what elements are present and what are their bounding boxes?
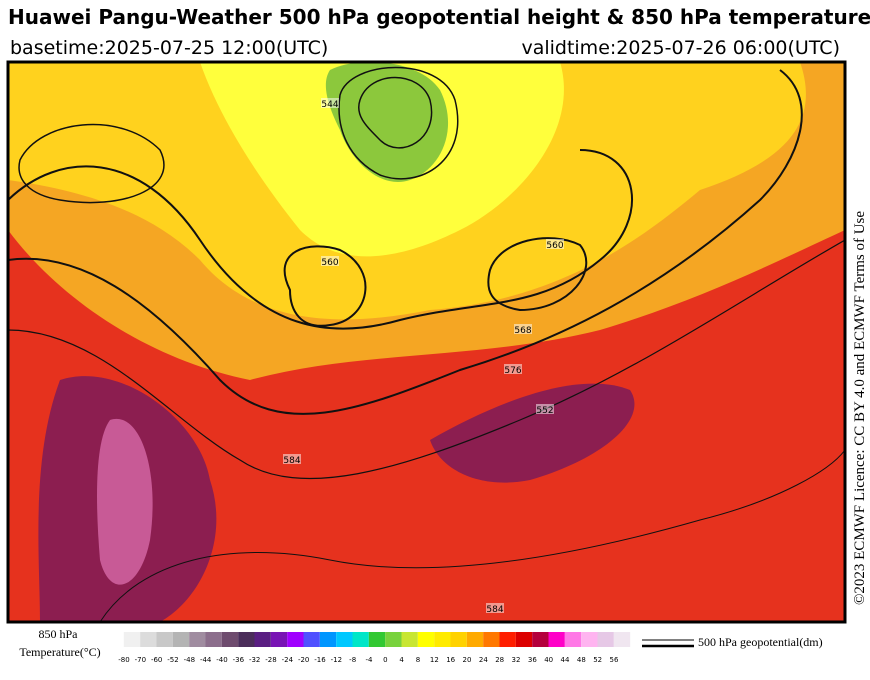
contour-label-bg	[514, 324, 532, 334]
colorbar-tick-label: -70	[135, 656, 146, 664]
legend-field-title: 850 hPa	[39, 627, 79, 641]
map: 544 552 560 560 568 576 584 584	[6, 60, 847, 624]
colorbar-swatch	[156, 632, 173, 647]
colorbar-tick-label: -36	[233, 656, 245, 664]
colorbar-swatch	[368, 632, 386, 647]
contour-label-bg	[283, 454, 301, 464]
colorbar-tick-label: 16	[446, 656, 455, 664]
colorbar-swatch	[401, 632, 418, 647]
colorbar-swatch	[417, 632, 435, 647]
colorbar-tick-label: 4	[399, 656, 404, 664]
colorbar-swatch	[450, 632, 467, 647]
legend-line-label: 500 hPa geopotential(dm)	[698, 635, 823, 649]
colorbar-tick-label: 52	[593, 656, 602, 664]
basetime: basetime:2025-07-25 12:00(UTC)	[10, 37, 328, 59]
colorbar-swatch	[434, 632, 451, 647]
contours	[8, 66, 845, 622]
contour-label-bg	[546, 239, 564, 249]
colorbar-swatch	[466, 632, 484, 647]
colorbar-tick-label: 44	[561, 656, 570, 664]
cold-region	[325, 62, 448, 182]
contour-label-bg	[321, 256, 339, 266]
contour-label: 552	[536, 406, 553, 416]
colorbar-swatch	[581, 632, 598, 647]
colorbar-tick-label: -28	[265, 656, 276, 664]
contour-label: 584	[283, 456, 300, 466]
contour-label: 544	[321, 100, 338, 110]
colorbar-tick-label: 32	[512, 656, 521, 664]
map-frame	[6, 60, 847, 624]
contour-label: 568	[514, 326, 531, 336]
contour-label: 576	[504, 366, 521, 376]
colorbar-swatch	[613, 632, 631, 647]
colorbar-tick-label: -12	[331, 656, 342, 664]
colorbar-tick-label: 20	[463, 656, 472, 664]
colorbar-swatch	[499, 632, 516, 647]
colorbar-swatch	[172, 632, 190, 647]
contour-label: 560	[321, 258, 338, 268]
colorbar-tick-label: 36	[528, 656, 537, 664]
colorbar-swatch	[319, 632, 337, 647]
colorbar-swatch	[385, 632, 402, 647]
colorbar-tick-label: 56	[610, 656, 619, 664]
contour-label: 584	[486, 605, 503, 615]
colorbar-tick-label: 12	[430, 656, 439, 664]
legend-field-unit: Temperature(°C)	[19, 645, 100, 659]
colorbar-swatch	[221, 632, 239, 647]
colorbar-tick-label: 28	[495, 656, 504, 664]
colorbar-swatch	[287, 632, 304, 647]
contour-label: 560	[546, 241, 563, 251]
colorbar-swatch	[123, 632, 141, 647]
contour-label-bg	[486, 603, 504, 613]
colorbar-tick-label: -48	[184, 656, 195, 664]
licence: ©2023 ECMWF Licence: CC BY 4.0 and ECMWF…	[852, 211, 868, 605]
colorbar-swatch	[254, 632, 271, 647]
validtime: validtime:2025-07-26 06:00(UTC)	[521, 37, 840, 59]
colorbar-swatch	[597, 632, 614, 647]
colorbar-swatch	[189, 632, 206, 647]
colorbar-tick-label: -52	[167, 656, 178, 664]
contour-label-bg	[504, 364, 522, 374]
colorbar-tick-label: 8	[416, 656, 420, 664]
hot-region	[430, 383, 635, 483]
colorbar-tick-label: -4	[366, 656, 374, 664]
colorbar-swatch	[270, 632, 288, 647]
colorbar-swatch	[532, 632, 549, 647]
colorbar-tick-label: 48	[577, 656, 586, 664]
colorbar-swatch	[352, 632, 369, 647]
colorbar-swatch	[515, 632, 533, 647]
colorbar-tick-label: 0	[383, 656, 387, 664]
colorbar-swatch	[205, 632, 222, 647]
colorbar-swatch	[548, 632, 565, 647]
colorbar-swatch	[336, 632, 353, 647]
colorbar-tick-label: -44	[200, 656, 212, 664]
colorbar: -80 -70 -60 -52 -48 -44 -40 -36 -32 -28 -24 -20 -16-…	[118, 632, 631, 664]
hottest-region	[97, 418, 153, 585]
colorbar-tick-label: -8	[349, 656, 356, 664]
contour-label-bg	[321, 98, 339, 108]
colorbar-swatch	[303, 632, 320, 647]
colorbar-tick-label: -60	[151, 656, 162, 664]
colorbar-swatch	[140, 632, 157, 647]
colorbar-tick-label: -80	[118, 656, 129, 664]
colorbar-tick-label: -32	[249, 656, 260, 664]
colorbar-swatch	[483, 632, 500, 647]
colorbar-tick-label: -24	[282, 656, 294, 664]
colorbar-tick-label: -16	[314, 656, 326, 664]
colorbar-tick-label: 24	[479, 656, 488, 664]
colorbar-tick-label: 40	[544, 656, 553, 664]
colorbar-tick-label: -20	[298, 656, 309, 664]
colorbar-swatch	[238, 632, 255, 647]
contour-label-bg	[536, 404, 554, 414]
colorbar-swatch	[564, 632, 582, 647]
colorbar-tick-label: -40	[216, 656, 227, 664]
title: Huawei Pangu-Weather 500 hPa geopotentia…	[8, 5, 870, 29]
